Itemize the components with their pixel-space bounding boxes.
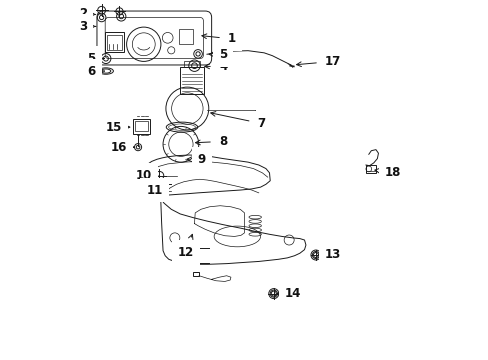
Text: 6: 6 (87, 64, 104, 77)
Text: 5: 5 (87, 52, 104, 65)
Bar (180, 67, 204, 94)
Text: 11: 11 (146, 184, 163, 197)
Bar (365, 165, 375, 173)
Text: 15: 15 (106, 121, 129, 134)
Text: 14: 14 (277, 287, 300, 300)
Bar (105, 32, 123, 52)
Bar (192, 272, 199, 276)
Bar (135, 121, 148, 131)
Text: 8: 8 (195, 135, 227, 148)
Bar (133, 118, 150, 134)
Text: 10: 10 (135, 169, 158, 182)
Text: 16: 16 (110, 141, 133, 154)
Text: 17: 17 (296, 55, 341, 68)
Text: 9: 9 (186, 153, 205, 166)
Text: 12: 12 (177, 234, 193, 258)
Text: 4: 4 (204, 60, 227, 73)
Text: 3: 3 (79, 20, 96, 33)
Text: 5: 5 (209, 48, 227, 61)
Bar (179, 29, 193, 44)
Text: 18: 18 (374, 166, 400, 179)
Text: 1: 1 (202, 32, 236, 45)
Bar (107, 35, 122, 50)
Text: 2: 2 (79, 8, 96, 21)
Bar (184, 61, 200, 67)
Text: 13: 13 (318, 248, 341, 261)
Text: 7: 7 (210, 112, 265, 130)
